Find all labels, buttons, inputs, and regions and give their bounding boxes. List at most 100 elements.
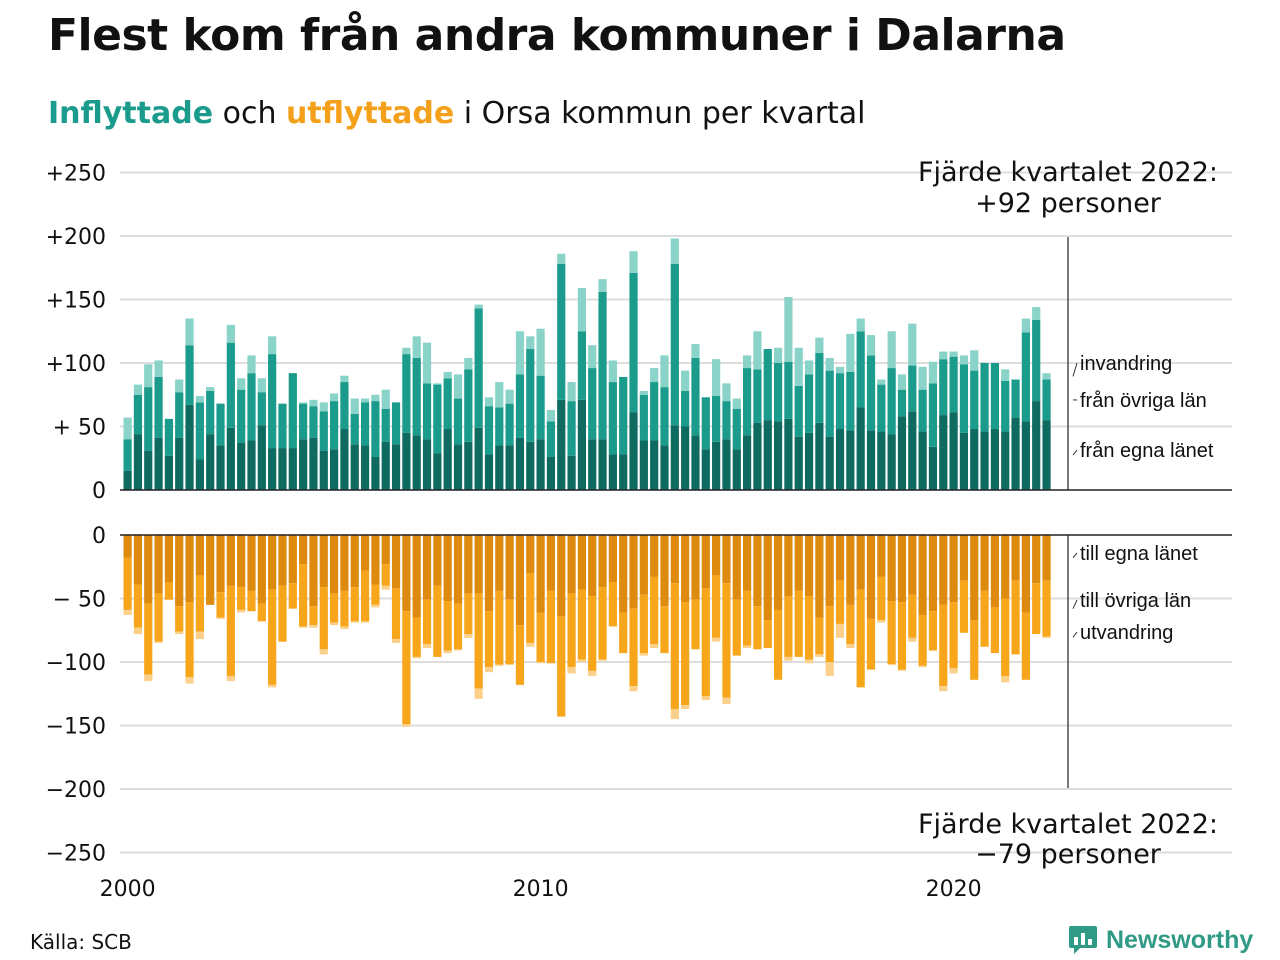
bar-out-egna (133, 535, 143, 585)
bar-in-ovriga (980, 363, 989, 432)
bar-out-egna (660, 535, 669, 607)
bar-out-egna (753, 535, 762, 607)
bar-in-egna (877, 431, 886, 490)
bar-out-egna (278, 535, 287, 586)
bar-out-ovriga (743, 590, 752, 646)
bar-in-invandring (474, 304, 483, 309)
bar-in-ovriga (350, 413, 359, 445)
bar-in-invandring (237, 378, 246, 390)
bar-in-invandring (144, 364, 153, 388)
bar-out-egna (598, 535, 607, 588)
bar-out-egna (970, 535, 979, 621)
bar-out-egna (268, 535, 277, 590)
outflow-segment-label: till övriga län (1080, 590, 1191, 612)
bar-in-invandring (484, 397, 494, 407)
bar-out-ovriga (1032, 583, 1041, 635)
bar-out-utvandring (185, 677, 194, 684)
bar-out-ovriga (815, 617, 824, 655)
bar-out-utvandring (154, 641, 163, 643)
bar-in-invandring (908, 323, 917, 366)
bar-in-egna (1032, 401, 1041, 490)
bar-out-utvandring (908, 637, 917, 642)
bar-out-utvandring (567, 667, 576, 674)
subtitle-utflyttade: utflyttade (286, 96, 455, 131)
inflow-segment-label: från övriga län (1080, 390, 1207, 412)
bar-out-ovriga (650, 576, 659, 645)
bar-in-ovriga (206, 390, 215, 435)
bar-out-ovriga (670, 583, 679, 709)
bar-out-utvandring (226, 675, 235, 682)
bar-in-invandring (350, 398, 359, 414)
bar-in-invandring (928, 361, 938, 384)
bar-out-utvandring (835, 623, 845, 638)
bar-out-egna (237, 535, 246, 588)
bar-in-ovriga (319, 411, 328, 451)
bar-in-egna (412, 435, 421, 490)
bar-out-egna (474, 535, 483, 594)
bar-in-ovriga (990, 363, 999, 430)
bar-in-ovriga (268, 354, 277, 449)
bar-in-ovriga (784, 361, 793, 419)
bar-out-ovriga (422, 599, 432, 645)
bar-in-ovriga (928, 383, 938, 447)
bar-out-ovriga (453, 603, 463, 650)
bar-out-utvandring (133, 627, 143, 635)
bar-in-egna (557, 399, 566, 490)
bar-in-egna (959, 432, 969, 490)
bar-out-utvandring (639, 653, 648, 656)
annotation-bottom-line2: −79 personer (975, 839, 1162, 870)
bar-out-utvandring (319, 649, 328, 655)
bar-out-ovriga (908, 594, 917, 638)
bar-in-invandring (360, 398, 370, 403)
bar-out-ovriga (226, 585, 235, 676)
bar-in-ovriga (1011, 379, 1020, 418)
bar-out-ovriga (557, 616, 566, 717)
bar-in-egna (371, 456, 380, 490)
bar-in-invandring (319, 402, 328, 412)
bar-in-egna (866, 430, 876, 490)
x-tick-label: 2010 (513, 877, 569, 902)
bar-out-egna (588, 535, 597, 596)
bar-out-utvandring (825, 662, 834, 676)
bar-in-ovriga (701, 397, 710, 450)
bar-in-invandring (453, 374, 463, 399)
bar-in-egna (588, 439, 597, 490)
bar-out-ovriga (360, 570, 370, 622)
bar-in-egna (825, 436, 834, 490)
y-tick-label: 0 (92, 479, 106, 504)
bar-out-egna (959, 535, 969, 581)
bar-in-egna (257, 425, 266, 490)
bar-in-egna (175, 437, 184, 490)
bar-out-egna (928, 535, 938, 612)
bar-in-ovriga (371, 401, 380, 457)
bar-in-invandring (773, 347, 783, 363)
bar-in-invandring (753, 331, 762, 370)
bar-in-ovriga (195, 402, 204, 460)
bar-out-egna (670, 535, 679, 584)
bar-in-invandring (526, 336, 535, 350)
bar-out-egna (794, 535, 803, 591)
bar-out-egna (908, 535, 917, 595)
bar-in-invandring (371, 394, 380, 402)
bar-out-egna (804, 535, 814, 596)
y-tick-label: +250 (46, 162, 106, 187)
bar-out-egna (1042, 535, 1051, 581)
bar-in-invandring (722, 383, 731, 402)
bar-out-egna (691, 535, 700, 600)
bar-in-ovriga (185, 345, 194, 405)
bar-out-ovriga (712, 575, 721, 638)
bar-out-ovriga (299, 564, 308, 627)
bar-in-ovriga (123, 439, 132, 471)
bar-in-egna (949, 412, 958, 490)
bar-out-egna (897, 535, 907, 603)
bar-in-egna (815, 422, 824, 490)
bar-out-egna (340, 535, 349, 591)
bar-in-invandring (877, 379, 886, 385)
bar-out-utvandring (422, 644, 432, 649)
bar-in-ovriga (619, 376, 628, 455)
y-tick-label: −200 (46, 778, 106, 803)
bar-in-ovriga (825, 370, 834, 437)
bar-out-egna (443, 535, 452, 602)
bar-out-ovriga (288, 583, 297, 609)
bar-out-ovriga (660, 606, 669, 654)
